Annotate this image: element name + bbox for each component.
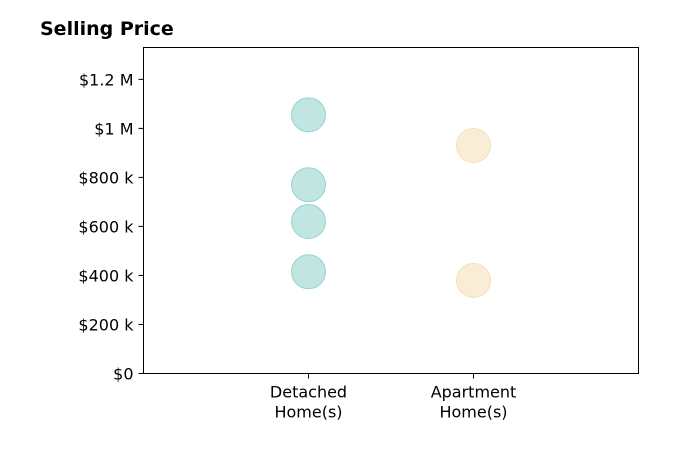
data-points bbox=[291, 97, 491, 298]
data-point bbox=[291, 254, 326, 290]
x-tick-label: Apartment bbox=[431, 383, 517, 402]
chart-title: Selling Price bbox=[40, 18, 174, 40]
x-tick-label: Home(s) bbox=[439, 403, 507, 422]
x-tick-label: Detached bbox=[270, 383, 347, 402]
plot-frame bbox=[143, 47, 639, 374]
data-point bbox=[456, 262, 491, 298]
y-tick-label: $1 M bbox=[94, 119, 133, 138]
x-tick-label: Home(s) bbox=[274, 403, 342, 422]
y-axis: $0 $200 k $400 k $600 k $800 k $1 M $1.2 M bbox=[78, 70, 144, 384]
y-tick-label: $400 k bbox=[78, 266, 134, 285]
data-point bbox=[291, 167, 326, 203]
y-tick-label: $600 k bbox=[78, 217, 134, 236]
data-point bbox=[291, 204, 326, 240]
y-tick-label: $800 k bbox=[78, 168, 134, 187]
y-tick-label: $0 bbox=[113, 365, 133, 384]
y-tick-label: $200 k bbox=[78, 315, 134, 334]
y-tick-label: $1.2 M bbox=[79, 70, 134, 89]
data-point bbox=[456, 128, 491, 164]
data-point bbox=[291, 97, 326, 133]
